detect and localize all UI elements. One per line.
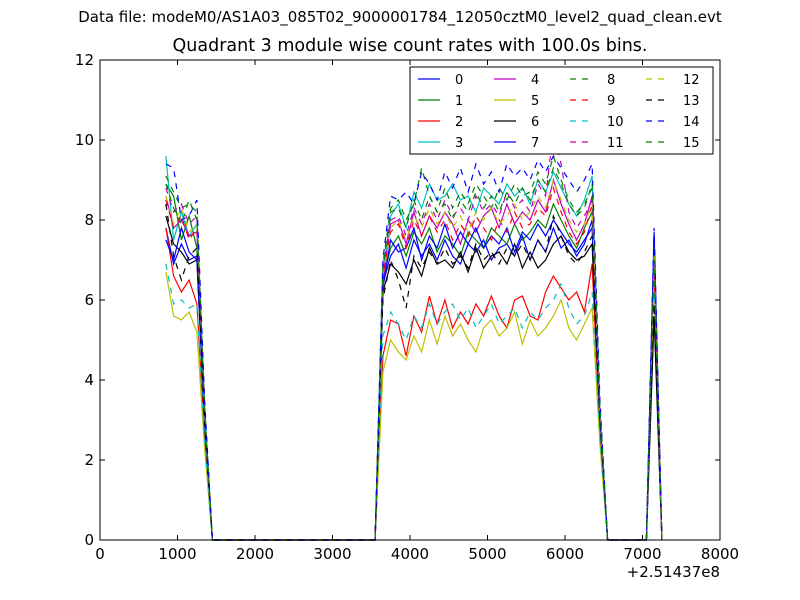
x-tick-label: 2000 <box>236 545 274 563</box>
legend-label-5: 5 <box>531 94 539 109</box>
series-line-1 <box>165 183 663 541</box>
legend-label-0: 0 <box>455 73 463 88</box>
legend-label-12: 12 <box>683 73 700 88</box>
y-tick-label: 0 <box>84 531 94 549</box>
legend-label-3: 3 <box>455 136 463 151</box>
chart-title: Quadrant 3 module wise count rates with … <box>172 36 648 56</box>
y-tick-label: 8 <box>84 211 94 229</box>
legend-frame <box>409 66 714 155</box>
x-tick-label: 7000 <box>623 545 661 563</box>
series-line-15 <box>165 166 663 541</box>
series-line-2 <box>165 227 663 541</box>
series-line-7 <box>165 218 663 541</box>
series-layer <box>165 131 663 541</box>
series-line-6 <box>165 215 663 541</box>
figure-suptitle: Data file: modeM0/AS1A03_085T02_90000017… <box>78 8 722 26</box>
legend-label-14: 14 <box>683 115 700 130</box>
legend-label-15: 15 <box>683 136 700 151</box>
series-line-10 <box>165 263 663 541</box>
legend-label-4: 4 <box>531 73 539 88</box>
y-tick-label: 12 <box>75 51 94 69</box>
legend-label-7: 7 <box>531 136 539 151</box>
legend-label-8: 8 <box>607 73 615 88</box>
series-line-13 <box>165 203 663 541</box>
y-tick-label: 4 <box>84 371 94 389</box>
x-tick-label: 6000 <box>546 545 584 563</box>
x-tick-label: 0 <box>95 545 105 563</box>
series-line-0 <box>165 219 663 541</box>
y-tick-label: 2 <box>84 451 94 469</box>
legend-label-10: 10 <box>607 115 624 130</box>
x-tick-label: 4000 <box>391 545 429 563</box>
legend-label-2: 2 <box>455 115 463 130</box>
series-line-12 <box>165 178 663 541</box>
legend-label-1: 1 <box>455 94 463 109</box>
x-offset-label: +2.51437e8 <box>627 563 720 581</box>
legend-label-6: 6 <box>531 115 539 130</box>
series-line-9 <box>165 185 663 541</box>
x-tick-label: 8000 <box>701 545 739 563</box>
x-tick-label: 5000 <box>468 545 506 563</box>
x-tick-label: 1000 <box>158 545 196 563</box>
legend-label-11: 11 <box>607 136 624 151</box>
y-tick-label: 6 <box>84 291 94 309</box>
legend-label-9: 9 <box>607 94 615 109</box>
series-line-5 <box>165 271 663 541</box>
y-tick-label: 10 <box>75 131 94 149</box>
legend-label-13: 13 <box>683 94 700 109</box>
axis-ticks: 0 1000 2000 3000 4000 5000 6000 7000 80000246810… <box>75 51 739 563</box>
x-tick-label: 3000 <box>313 545 351 563</box>
